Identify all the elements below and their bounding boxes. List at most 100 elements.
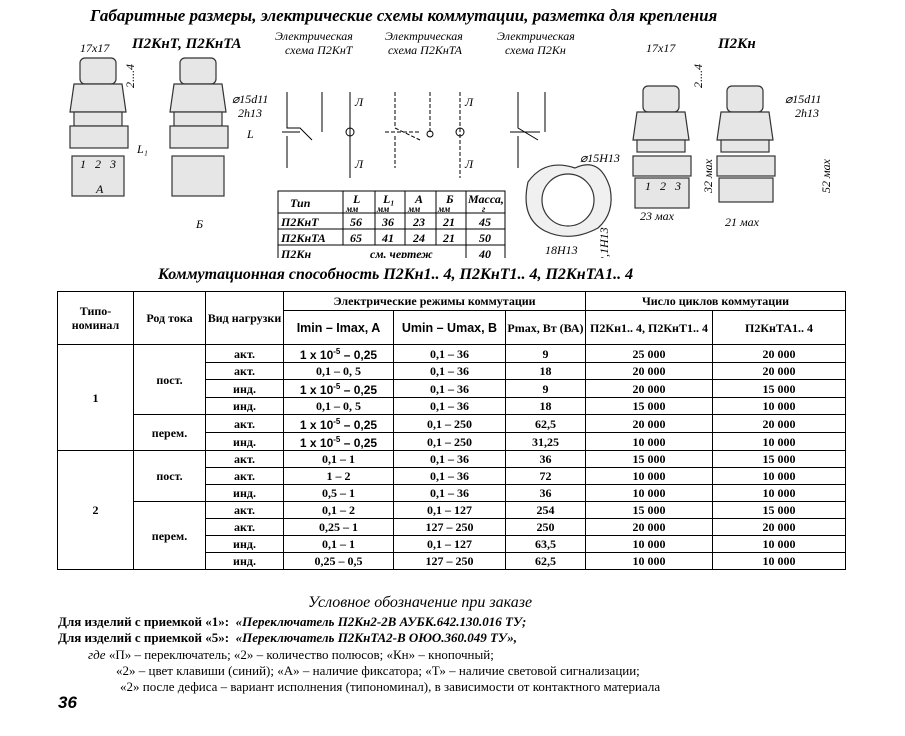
dim-d15d11: ⌀15d11 bbox=[232, 92, 268, 106]
cycles-2-cell: 10 000 bbox=[712, 552, 846, 570]
order-line-2-label: Для изделий с приемкой «5»: bbox=[58, 630, 230, 645]
header-cycles-1: П2Кн1.. 4, П2КнТ1.. 4 bbox=[585, 310, 713, 345]
dim-d15d11-right: ⌀15d11 bbox=[785, 92, 821, 106]
svg-text:Масса,: Масса, bbox=[467, 192, 504, 206]
load-kind-cell: акт. bbox=[205, 362, 284, 380]
voltage-range-cell: 0,1 – 250 bbox=[393, 432, 506, 451]
voltage-range-cell: 0,1 – 36 bbox=[393, 467, 506, 485]
current-range-tail: – 0,25 bbox=[340, 436, 378, 450]
load-kind-cell: инд. bbox=[205, 484, 284, 502]
cycles-2-cell: 20 000 bbox=[712, 518, 846, 536]
svg-text:см. чертеж: см. чертеж bbox=[370, 247, 433, 258]
current-range-cell: 1 x 10-5 – 0,25 bbox=[283, 432, 394, 451]
cycles-1-cell: 20 000 bbox=[585, 414, 713, 433]
dim-18H13: 18H13 bbox=[545, 243, 578, 257]
dim-2-4: 2....4 bbox=[123, 64, 137, 88]
current-range-cell: 0,1 – 2 bbox=[283, 501, 394, 519]
dim-2-4-right: 2....4 bbox=[691, 64, 705, 88]
cycles-2-cell: 15 000 bbox=[712, 379, 846, 398]
power-cell: 250 bbox=[505, 518, 586, 536]
voltage-range-cell: 0,1 – 36 bbox=[393, 397, 506, 415]
table-row: инд. 0,25 – 0,5 127 – 250 62,5 10 000 10 000 bbox=[58, 552, 846, 570]
svg-text:Л: Л bbox=[354, 157, 364, 171]
current-range-sup: -5 bbox=[333, 435, 341, 444]
current-kind-cell: перем. bbox=[133, 501, 206, 570]
load-kind-cell: акт. bbox=[205, 450, 284, 468]
explain-line-2: «2» – цвет клавиши (синий); «А» – наличи… bbox=[116, 663, 640, 678]
header-cycles-2: П2КнТА1.. 4 bbox=[712, 310, 846, 345]
svg-text:21: 21 bbox=[442, 231, 455, 245]
cycles-2-cell: 20 000 bbox=[712, 344, 846, 363]
left-drawing-title: П2КнТ, П2КнТА bbox=[131, 36, 241, 52]
order-line-2: Для изделий с приемкой «5»: «Переключате… bbox=[58, 630, 517, 646]
current-range-cell: 0,1 – 0, 5 bbox=[283, 397, 394, 415]
order-line-2-value: «Переключатель П2КнТА2-В ОЮО.360.049 ТУ»… bbox=[235, 630, 518, 645]
page-title: Габаритные размеры, электрические схемы … bbox=[90, 6, 718, 25]
cycles-2-cell: 10 000 bbox=[712, 535, 846, 553]
table-row: акт. 0,1 – 0, 5 0,1 – 36 18 20 000 20 000 bbox=[58, 362, 846, 380]
header-cycles-group: Число циклов коммутации bbox=[585, 291, 846, 311]
right-drawing-title: П2Кн bbox=[717, 36, 756, 52]
power-cell: 72 bbox=[505, 467, 586, 485]
cycles-2-cell: 10 000 bbox=[712, 484, 846, 502]
current-range-cell: 0,1 – 0, 5 bbox=[283, 362, 394, 380]
svg-text:1: 1 bbox=[645, 179, 651, 193]
load-kind-cell: акт. bbox=[205, 501, 284, 519]
dim-L: L bbox=[246, 127, 254, 141]
load-kind-cell: инд. bbox=[205, 552, 284, 570]
dim-2-1H13: 2,1H13 bbox=[597, 227, 611, 258]
load-kind-cell: инд. bbox=[205, 432, 284, 451]
load-kind-cell: инд. bbox=[205, 379, 284, 398]
voltage-range-cell: 0,1 – 250 bbox=[393, 414, 506, 433]
current-range-base: 1 x 10 bbox=[299, 418, 334, 432]
svg-text:мм: мм bbox=[345, 204, 358, 214]
power-cell: 36 bbox=[505, 450, 586, 468]
current-range-cell: 0,1 – 1 bbox=[283, 450, 394, 468]
cycles-1-cell: 20 000 bbox=[585, 362, 713, 380]
voltage-range-cell: 0,1 – 36 bbox=[393, 450, 506, 468]
svg-text:2: 2 bbox=[660, 179, 666, 193]
header-umin-umax: Umin – Umax, B bbox=[393, 310, 506, 345]
table-row: инд. 0,5 – 1 0,1 – 36 36 10 000 10 000 bbox=[58, 484, 846, 502]
load-kind-cell: акт. bbox=[205, 344, 284, 363]
voltage-range-cell: 0,1 – 127 bbox=[393, 535, 506, 553]
power-cell: 18 bbox=[505, 362, 586, 380]
voltage-range-cell: 0,1 – 127 bbox=[393, 501, 506, 519]
dim-32max: 32 мах bbox=[701, 158, 715, 194]
svg-text:1: 1 bbox=[80, 157, 86, 171]
typonominal-cell: 2 bbox=[57, 450, 134, 570]
order-line-1-value: «Переключатель П2Кн2-2В АУБК.642.130.016… bbox=[235, 614, 527, 629]
svg-text:Электрическая: Электрическая bbox=[275, 29, 353, 43]
cycles-1-cell: 20 000 bbox=[585, 379, 713, 398]
svg-text:Электрическая: Электрическая bbox=[497, 29, 575, 43]
svg-text:схема П2КнТ: схема П2КнТ bbox=[285, 43, 354, 57]
current-range-cell: 1 x 10-5 – 0,25 bbox=[283, 414, 394, 433]
cycles-1-cell: 25 000 bbox=[585, 344, 713, 363]
svg-text:Л: Л bbox=[464, 95, 474, 109]
load-kind-cell: акт. bbox=[205, 518, 284, 536]
current-range-cell: 0,25 – 0,5 bbox=[283, 552, 394, 570]
svg-text:24: 24 bbox=[412, 231, 425, 245]
load-kind-cell: акт. bbox=[205, 414, 284, 433]
svg-text:Л: Л bbox=[464, 157, 474, 171]
current-kind-cell: пост. bbox=[133, 344, 206, 415]
power-cell: 9 bbox=[505, 344, 586, 363]
svg-text:П2Кн: П2Кн bbox=[280, 247, 311, 258]
svg-text:A: A bbox=[414, 192, 423, 206]
section-title: Коммутационная способность П2Кн1.. 4, П2… bbox=[158, 266, 634, 283]
dim-52max: 52 мах bbox=[819, 158, 833, 193]
header-imin-imax: Imin – Imax, A bbox=[283, 310, 394, 345]
cycles-1-cell: 10 000 bbox=[585, 432, 713, 451]
voltage-range-cell: 0,1 – 36 bbox=[393, 344, 506, 363]
cycles-1-cell: 15 000 bbox=[585, 501, 713, 519]
svg-text:2: 2 bbox=[95, 157, 101, 171]
dim-17x17: 17x17 bbox=[80, 41, 110, 55]
voltage-range-cell: 127 – 250 bbox=[393, 552, 506, 570]
current-range-sup: -5 bbox=[333, 382, 341, 391]
svg-text:Тип: Тип bbox=[290, 196, 311, 210]
power-cell: 63,5 bbox=[505, 535, 586, 553]
load-kind-cell: акт. bbox=[205, 467, 284, 485]
svg-text:56: 56 bbox=[350, 215, 362, 229]
page-number: 36 bbox=[58, 693, 77, 712]
